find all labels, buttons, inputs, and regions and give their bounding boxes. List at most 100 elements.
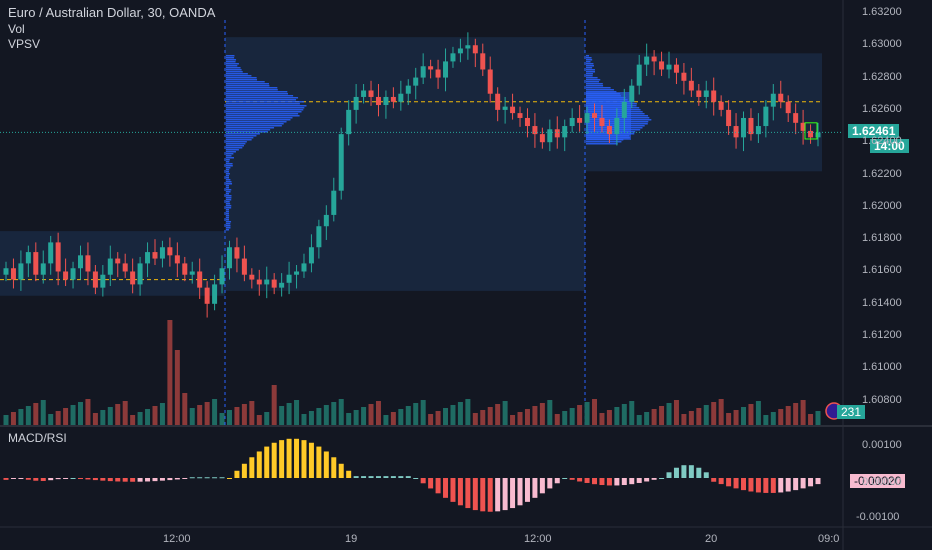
- volume-bar: [316, 408, 321, 425]
- candle-body: [562, 126, 567, 137]
- price-tick-label: 1.61000: [862, 361, 902, 373]
- macd-bar: [480, 478, 485, 511]
- macd-bar: [644, 478, 649, 481]
- volume-bar: [719, 399, 724, 425]
- candle-body: [614, 118, 619, 134]
- macd-bar: [458, 478, 463, 505]
- candle-body: [41, 263, 46, 274]
- macd-bar: [56, 478, 61, 479]
- candle-body: [748, 118, 753, 134]
- volume-profile-bar: [226, 117, 293, 119]
- volume-bar: [428, 414, 433, 425]
- candle-body: [212, 284, 217, 303]
- volume-bar: [644, 412, 649, 425]
- candle-body: [637, 65, 642, 86]
- volume-profile-bar: [226, 145, 244, 147]
- volume-profile-bar: [586, 143, 618, 145]
- volume-bar: [220, 413, 225, 425]
- volume-bar: [287, 403, 292, 425]
- volume-bar: [674, 400, 679, 425]
- candle-body: [138, 263, 143, 284]
- volume-bar: [614, 407, 619, 425]
- volume-profile-bar: [226, 67, 241, 69]
- candle-body: [11, 268, 16, 279]
- candle-body: [287, 275, 292, 283]
- symbol-legend[interactable]: Euro / Australian Dollar, 30, OANDA: [8, 5, 215, 20]
- candle-body: [629, 86, 634, 102]
- volume-profile-bar: [226, 127, 274, 129]
- volume-bar: [778, 409, 783, 425]
- volume-profile-bar: [586, 55, 589, 57]
- candle-body: [234, 247, 239, 258]
- volume-profile-bar: [226, 139, 252, 141]
- candle-body: [681, 73, 686, 81]
- volume-profile-bar: [226, 83, 269, 85]
- candle-body: [436, 69, 441, 77]
- candle-body: [100, 275, 105, 288]
- macd-bar: [242, 464, 247, 478]
- volume-bar: [607, 410, 612, 425]
- candle-body: [361, 90, 366, 96]
- candle-body: [518, 113, 523, 118]
- macd-bar: [100, 478, 105, 481]
- price-tick-label: 1.62400: [862, 135, 902, 147]
- macd-bar: [599, 478, 604, 485]
- candle-body: [674, 65, 679, 73]
- candle-body: [130, 271, 135, 284]
- volume-profile-bar: [226, 95, 293, 97]
- macd-bar: [801, 478, 806, 488]
- price-tick-label: 1.62000: [862, 200, 902, 212]
- candle-body: [85, 255, 90, 271]
- volume-profile-bar: [226, 195, 231, 197]
- candle-body: [510, 107, 515, 113]
- macd-bar: [421, 478, 426, 483]
- candle-body: [406, 86, 411, 94]
- candle-body: [93, 271, 98, 287]
- volume-profile-bar: [226, 203, 230, 205]
- candle-body: [339, 134, 344, 191]
- candle-body: [734, 126, 739, 137]
- volume-profile-bar: [226, 81, 265, 83]
- macd-bar: [577, 478, 582, 481]
- volume-bar: [85, 399, 90, 425]
- volume-legend[interactable]: Vol: [8, 22, 25, 36]
- macd-bar: [473, 478, 478, 510]
- candle-body: [443, 61, 448, 77]
- macd-bar: [525, 478, 530, 502]
- volume-profile-bar: [226, 105, 306, 107]
- macd-bar: [339, 464, 344, 478]
- macd-bar: [287, 439, 292, 478]
- volume-bar: [167, 320, 172, 425]
- volume-bar: [450, 405, 455, 425]
- volume-profile-bar: [226, 165, 233, 167]
- candle-body: [301, 263, 306, 271]
- volume-profile-bar: [226, 215, 229, 217]
- volume-bar: [100, 410, 105, 425]
- vpsv-legend[interactable]: VPSV: [8, 37, 40, 51]
- candle-body: [719, 102, 724, 110]
- candle-body: [652, 57, 657, 62]
- macd-bar: [361, 476, 366, 478]
- macd-bar: [652, 478, 657, 480]
- volume-bar: [33, 403, 38, 425]
- candle-body: [167, 247, 172, 255]
- macd-bar: [78, 478, 83, 479]
- volume-bar: [659, 406, 664, 425]
- macd-bar: [607, 478, 612, 485]
- volume-profile-bar: [586, 83, 603, 85]
- candle-body: [197, 271, 202, 287]
- candle-body: [369, 90, 374, 96]
- macd-legend[interactable]: MACD/RSI: [8, 431, 67, 445]
- volume-profile-bar: [226, 91, 287, 93]
- price-tick-label: 1.63000: [862, 38, 902, 50]
- candle-body: [465, 45, 470, 48]
- candle-body: [667, 65, 672, 70]
- macd-bar: [674, 468, 679, 478]
- volume-profile-bar: [226, 225, 230, 227]
- volume-bar: [495, 404, 500, 425]
- volume-profile-bar: [226, 209, 229, 211]
- volume-bar: [562, 411, 567, 425]
- macd-bar: [376, 476, 381, 478]
- volume-profile-bar: [226, 155, 231, 157]
